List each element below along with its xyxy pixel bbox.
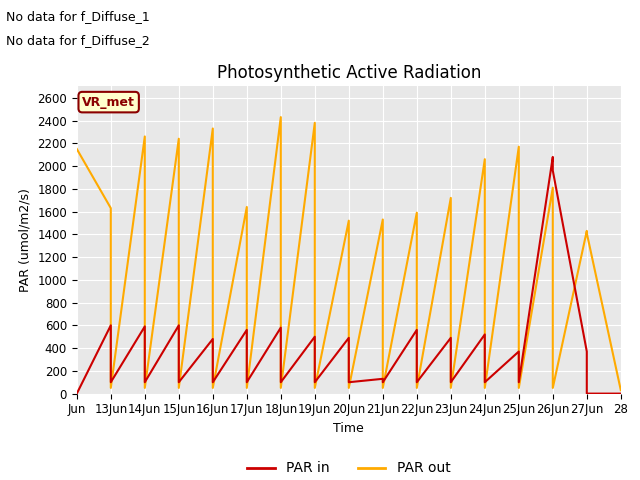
Title: Photosynthetic Active Radiation: Photosynthetic Active Radiation: [216, 64, 481, 82]
Legend: PAR in, PAR out: PAR in, PAR out: [242, 456, 456, 480]
Text: No data for f_Diffuse_1: No data for f_Diffuse_1: [6, 10, 150, 23]
Y-axis label: PAR (umol/m2/s): PAR (umol/m2/s): [19, 188, 32, 292]
X-axis label: Time: Time: [333, 422, 364, 435]
Text: No data for f_Diffuse_2: No data for f_Diffuse_2: [6, 34, 150, 47]
Text: VR_met: VR_met: [82, 96, 135, 108]
